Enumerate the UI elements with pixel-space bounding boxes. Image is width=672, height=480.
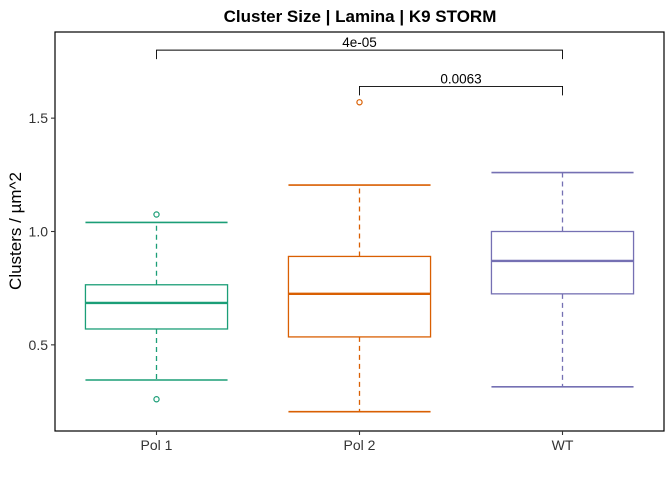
y-tick-label: 1.5: [29, 110, 49, 126]
significance-bracket: 0.0063: [359, 71, 563, 96]
y-axis-title: Clusters / µm^2: [6, 172, 25, 290]
y-tick-label: 1.0: [29, 224, 49, 240]
x-tick-label: Pol 1: [141, 437, 173, 453]
p-value-label: 4e-05: [342, 35, 377, 50]
chart-title: Cluster Size | Lamina | K9 STORM: [224, 7, 497, 26]
y-axis: 0.5 1.0 1.5: [29, 110, 55, 353]
box-iqr: [84, 284, 229, 330]
x-axis: Pol 1 Pol 2 WT: [141, 431, 574, 453]
box-iqr: [287, 255, 432, 338]
p-value-label: 0.0063: [440, 71, 481, 86]
plot-area: 4e-05 0.0063: [84, 35, 635, 413]
bracket-line: [156, 49, 563, 60]
box-group: [490, 171, 635, 388]
outlier-point: [153, 211, 160, 218]
outlier-point: [356, 99, 363, 106]
box-group: [287, 99, 432, 413]
y-tick-label: 0.5: [29, 337, 49, 353]
x-tick-label: Pol 2: [344, 437, 376, 453]
bracket-line: [359, 85, 563, 96]
box-group: [84, 211, 229, 403]
x-tick-label: WT: [552, 437, 574, 453]
significance-bracket: 4e-05: [156, 35, 563, 60]
box-iqr: [490, 230, 635, 295]
outlier-point: [153, 396, 160, 403]
